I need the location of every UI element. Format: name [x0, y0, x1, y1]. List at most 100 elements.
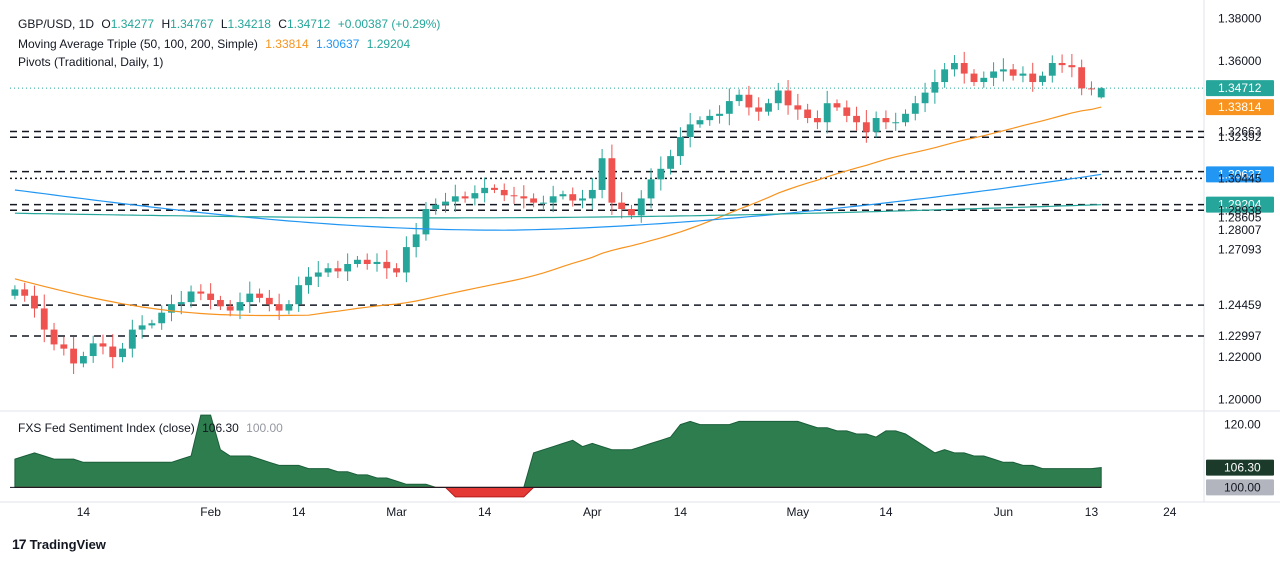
time-axis-label: Feb	[200, 505, 221, 519]
sentiment-axis-label: 100.00	[1224, 480, 1261, 494]
candle-body	[931, 82, 939, 93]
candle-body	[324, 268, 332, 273]
candle-body	[187, 291, 195, 303]
high-label: H	[161, 17, 171, 31]
fxs-legend: FXS Fed Sentiment Index (close) 106.30 1…	[18, 421, 287, 435]
candle-body	[128, 329, 136, 349]
time-axis-label: Jun	[994, 505, 1013, 519]
ma100-line	[14, 173, 1102, 231]
candle-body	[628, 209, 635, 216]
candle-body	[491, 187, 498, 190]
candle-body	[119, 348, 126, 358]
candle-body	[618, 202, 626, 209]
sentiment-tag	[1206, 459, 1274, 476]
candle-body	[246, 293, 254, 303]
price-axis-label: 1.32392	[1218, 130, 1262, 144]
candle-body	[393, 268, 401, 273]
candle-body	[295, 285, 303, 305]
symbol-legend: GBP/USD, 1D O1.34277 H1.34767 L1.34218 C…	[18, 17, 444, 31]
ma100-value: 1.30637	[316, 37, 360, 51]
close-value: 1.34712	[286, 17, 331, 31]
candle-body	[226, 306, 234, 311]
price-axis-label: 1.22997	[1218, 329, 1262, 343]
candle-body	[657, 168, 665, 180]
candle-body	[79, 356, 87, 364]
price-tag-ma50	[1206, 99, 1274, 116]
candle-body	[148, 323, 156, 326]
candle-body	[1039, 75, 1046, 83]
candle-body	[510, 195, 518, 197]
symbol-label: GBP/USD, 1D	[18, 17, 95, 31]
candle-body	[579, 198, 586, 201]
candle-body	[637, 198, 645, 216]
candle-body	[1009, 69, 1017, 76]
candle-body	[481, 187, 489, 194]
ma200-line	[14, 204, 1102, 219]
candle-body	[177, 302, 185, 305]
time-axis-label: 14	[77, 505, 91, 519]
candle-body	[1097, 88, 1105, 98]
candle-body	[794, 105, 802, 110]
time-axis-label: May	[787, 505, 810, 519]
time-axis-label: 13	[1085, 505, 1099, 519]
candle-body	[383, 261, 391, 269]
candle-body	[60, 344, 68, 349]
candle-body	[999, 69, 1007, 72]
candle-body	[158, 312, 166, 324]
tradingview-watermark: 17 TradingView	[12, 536, 106, 552]
candle-body	[921, 92, 929, 104]
candle-body	[882, 118, 890, 123]
candle-body	[363, 259, 371, 265]
candle-body	[197, 291, 205, 294]
open-label: O	[101, 17, 111, 31]
candle-body	[843, 107, 851, 116]
time-axis-label: 14	[292, 505, 306, 519]
candle-body	[735, 94, 743, 102]
ma50-line	[14, 106, 1102, 317]
candle-body	[168, 304, 175, 313]
candle-body	[872, 118, 880, 132]
candle-body	[862, 122, 870, 132]
price-axis-label: 1.30445	[1218, 171, 1262, 185]
candle-body	[402, 247, 410, 273]
candle-body	[539, 202, 547, 204]
candle-body	[40, 308, 48, 330]
candle-body	[647, 179, 655, 199]
sentiment-axis-label: 106.30	[1224, 461, 1261, 475]
candle-body	[344, 264, 352, 272]
change-value: +0.00387 (+0.29%)	[337, 17, 441, 31]
candle-body	[432, 204, 440, 209]
candle-body	[1088, 88, 1095, 90]
candle-body	[11, 289, 19, 296]
close-label: C	[278, 17, 287, 31]
fxs-base: 100.00	[246, 421, 283, 435]
sentiment-axis-label: 120.00	[1224, 418, 1261, 432]
price-axis-label: 1.30637	[1218, 167, 1262, 181]
candle-body	[784, 90, 792, 106]
tradingview-label: TradingView	[29, 536, 106, 552]
candle-body	[853, 115, 860, 123]
candle-body	[1029, 73, 1037, 83]
price-axis-label: 1.20000	[1218, 392, 1262, 406]
open-value: 1.34277	[110, 17, 155, 31]
price-axis-label: 1.38000	[1218, 12, 1262, 26]
time-axis-label: 14	[879, 505, 893, 519]
time-axis-label: 14	[478, 505, 492, 519]
time-axis-label: 14	[674, 505, 688, 519]
price-axis-label: 1.32663	[1218, 124, 1262, 138]
candle-body	[755, 107, 763, 112]
candle-body	[21, 289, 29, 296]
candle-body	[823, 103, 831, 123]
candle-body	[970, 73, 978, 83]
candle-body	[951, 63, 958, 70]
candle-body	[774, 90, 782, 104]
candles	[11, 51, 1105, 375]
candle-body	[31, 295, 38, 309]
candle-body	[804, 109, 812, 119]
candle-body	[569, 194, 577, 201]
price-axis-label: 1.36000	[1218, 54, 1262, 68]
candle-body	[138, 325, 146, 330]
price-axis-label: 1.27093	[1218, 242, 1262, 256]
ma200-value: 1.29204	[366, 37, 411, 51]
